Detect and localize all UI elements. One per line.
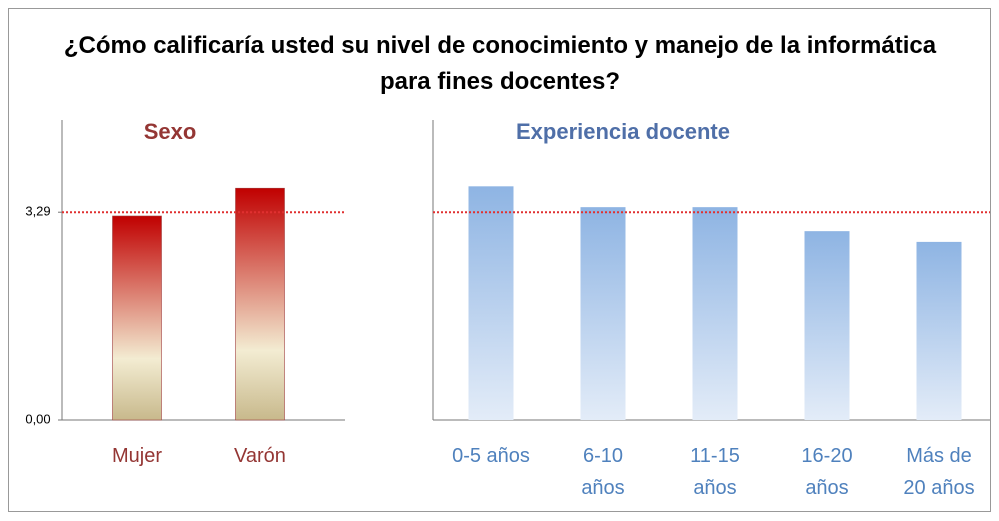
bar [916,241,962,420]
frame [8,8,991,512]
chart-title: ¿Cómo calificaría usted su nivel de cono… [63,32,937,95]
panel-title: Sexo [144,119,197,144]
x-tick-label: 11-15 años [690,445,740,499]
x-tick-label: Más de 20 años [903,445,975,499]
bar [692,207,738,420]
x-tick-label: Mujer [111,445,162,467]
y-tick-label: 0,00 [25,411,50,426]
bar [580,207,626,420]
bar [804,231,850,420]
bar [112,215,162,421]
bar [468,186,514,420]
x-tick-label: Varón [234,445,286,467]
y-tick-label: 3,29 [25,204,50,219]
x-tick-label: 6-10 años [581,445,625,499]
panel-title: Experiencia docente [516,119,730,144]
x-tick-label: 16-20 años [801,445,853,499]
bar [235,187,285,421]
x-tick-label: 0-5 años [452,445,530,467]
